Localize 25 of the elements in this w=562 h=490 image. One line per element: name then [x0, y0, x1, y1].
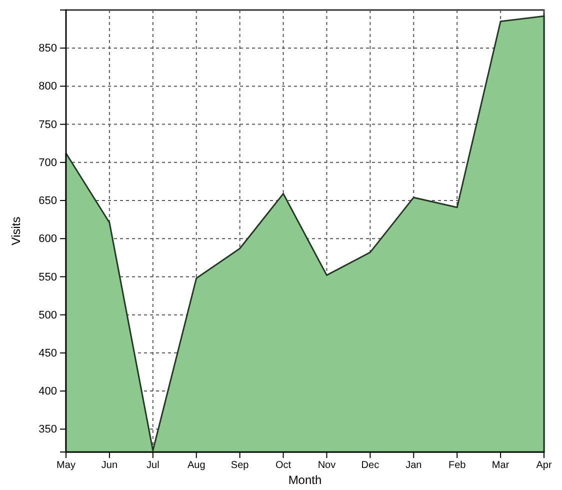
x-tick-label: Jul [146, 460, 160, 472]
y-tick-label: 650 [38, 195, 57, 208]
x-tick-label: Dec [361, 460, 380, 472]
y-tick-label: 600 [38, 233, 57, 246]
y-axis-title: Visits [9, 216, 23, 246]
x-tick-label: Mar [492, 460, 510, 472]
y-tick-label: 550 [38, 271, 57, 284]
y-tick-label: 700 [38, 156, 57, 169]
y-tick-label: 750 [38, 118, 57, 131]
x-tick-label: Jun [101, 460, 118, 472]
y-tick-label: 500 [38, 309, 57, 322]
x-tick-label: Jan [406, 460, 422, 472]
x-tick-label: Feb [448, 460, 466, 472]
x-tick-label: Nov [318, 460, 336, 472]
x-tick-label: Apr [536, 460, 552, 472]
x-tick-label: Sep [230, 460, 250, 472]
y-tick-label: 800 [38, 80, 57, 93]
x-tick-label: Oct [275, 460, 292, 472]
y-tick-label: 850 [38, 42, 57, 55]
x-tick-label: May [56, 460, 76, 472]
y-tick-label: 350 [38, 424, 57, 436]
x-tick-label: Aug [187, 460, 206, 472]
y-tick-label: 400 [38, 386, 57, 398]
y-tick-label: 450 [38, 347, 57, 360]
x-axis-title: Month [288, 473, 322, 487]
